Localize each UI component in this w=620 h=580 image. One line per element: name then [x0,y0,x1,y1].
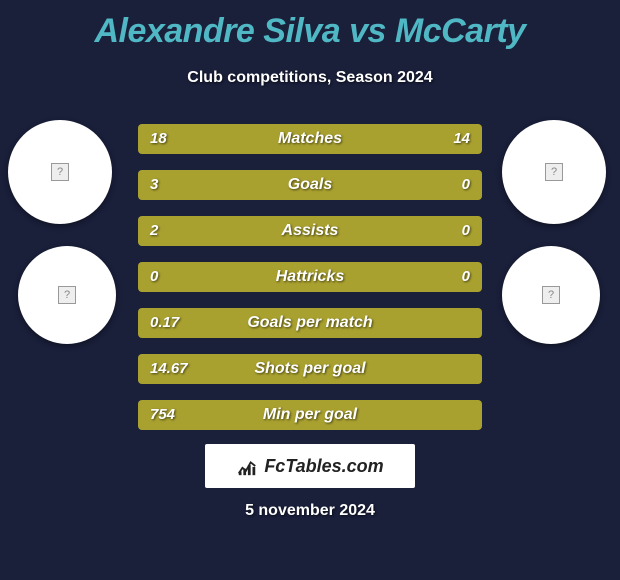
stat-value-right: 0 [462,216,470,246]
stat-label: Hattricks [138,262,482,292]
subtitle: Club competitions, Season 2024 [0,69,620,87]
stat-label: Goals per match [138,308,482,338]
player-right-photos: ? ? [502,120,612,366]
stat-row: 2Assists0 [138,216,482,246]
image-placeholder-icon: ? [51,163,69,181]
avatar: ? [502,120,606,224]
player-left-photos: ? ? [8,120,118,366]
image-placeholder-icon: ? [58,286,76,304]
page-title: Alexandre Silva vs McCarty [0,0,620,51]
date-label: 5 november 2024 [0,502,620,520]
stat-row: 18Matches14 [138,124,482,154]
stat-value-right: 0 [462,170,470,200]
stats-bars: 18Matches143Goals02Assists00Hattricks00.… [138,124,482,446]
chart-icon [236,455,258,477]
logo-text: FcTables.com [264,456,383,477]
avatar: ? [8,120,112,224]
stat-row: 0Hattricks0 [138,262,482,292]
image-placeholder-icon: ? [542,286,560,304]
stat-label: Min per goal [138,400,482,430]
image-placeholder-icon: ? [545,163,563,181]
stat-label: Shots per goal [138,354,482,384]
stat-row: 754Min per goal [138,400,482,430]
stat-row: 14.67Shots per goal [138,354,482,384]
stat-row: 3Goals0 [138,170,482,200]
stat-value-right: 14 [453,124,470,154]
stat-label: Assists [138,216,482,246]
stat-row: 0.17Goals per match [138,308,482,338]
stat-value-right: 0 [462,262,470,292]
avatar: ? [502,246,600,344]
logo-box: FcTables.com [205,444,415,488]
stat-label: Matches [138,124,482,154]
avatar: ? [18,246,116,344]
stat-label: Goals [138,170,482,200]
